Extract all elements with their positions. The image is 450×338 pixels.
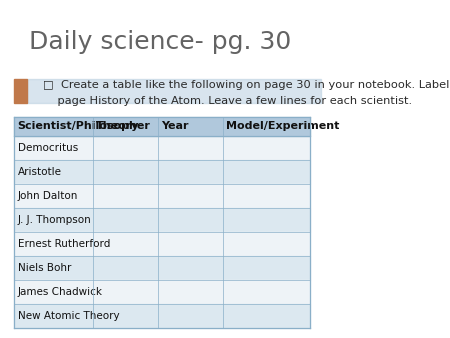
Bar: [14, 79, 27, 103]
Text: □  Create a table like the following on page 30 in your notebook. Label this: □ Create a table like the following on p…: [43, 79, 450, 90]
Text: New Atomic Theory: New Atomic Theory: [18, 311, 119, 321]
Bar: [14, 304, 310, 328]
Text: Daily science- pg. 30: Daily science- pg. 30: [29, 30, 291, 54]
Bar: [14, 160, 310, 184]
Text: Theory: Theory: [96, 121, 140, 131]
Text: Niels Bohr: Niels Bohr: [18, 263, 71, 273]
Text: Model/Experiment: Model/Experiment: [226, 121, 339, 131]
Bar: [14, 136, 310, 160]
Text: James Chadwick: James Chadwick: [18, 287, 103, 297]
Text: Ernest Rutherford: Ernest Rutherford: [18, 239, 110, 249]
Text: Scientist/Philosopher: Scientist/Philosopher: [18, 121, 150, 131]
Text: Year: Year: [161, 121, 188, 131]
Bar: [14, 232, 310, 256]
Text: John Dalton: John Dalton: [18, 191, 78, 201]
Bar: [14, 256, 310, 280]
Bar: [14, 184, 310, 208]
Text: Aristotle: Aristotle: [18, 167, 62, 177]
Text: page History of the Atom. Leave a few lines for each scientist.: page History of the Atom. Leave a few li…: [43, 96, 413, 106]
Bar: [14, 208, 310, 232]
Text: Democritus: Democritus: [18, 143, 78, 153]
Bar: [14, 117, 310, 136]
Bar: [14, 280, 310, 304]
Bar: [27, 79, 321, 103]
Text: J. J. Thompson: J. J. Thompson: [18, 215, 91, 225]
